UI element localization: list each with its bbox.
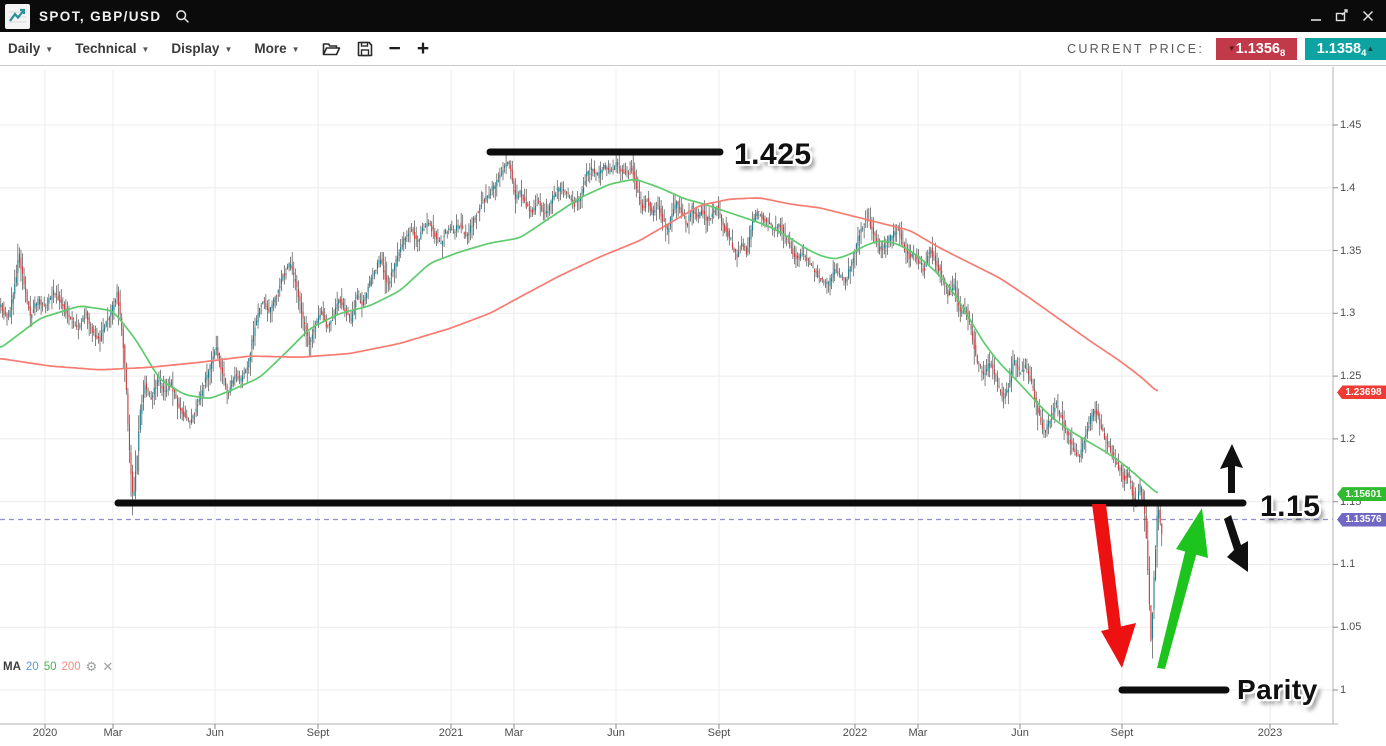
save-button[interactable] <box>357 41 373 57</box>
price-badge-ma200-last: 1.23698 <box>1337 385 1386 400</box>
time-tick-label: Sept <box>306 727 330 739</box>
price-tick-label: 1.1 <box>1340 558 1356 571</box>
time-tick-label: Mar <box>908 727 928 739</box>
annotation-support-label: 1.15 <box>1260 490 1321 523</box>
price-badge-ma50-last: 1.15601 <box>1337 487 1386 502</box>
ma-legend-label: MA <box>3 661 21 673</box>
chart-canvas[interactable] <box>0 66 1386 746</box>
price-tick-label: 1.35 <box>1340 244 1362 257</box>
ma-period-20: 20 <box>25 661 39 673</box>
zoom-in-button[interactable]: + <box>416 36 430 60</box>
window-title: SPOT, GBP/USD <box>39 8 162 24</box>
time-tick-label: Mar <box>504 727 524 739</box>
chevron-down-icon: ▼ <box>224 45 233 54</box>
ask-price-value: 1.1358 <box>1316 40 1362 57</box>
menu-display[interactable]: Display ▼ <box>171 41 232 56</box>
menu-technical-label: Technical <box>75 41 137 56</box>
menu-display-label: Display <box>171 41 220 56</box>
window-controls <box>1308 8 1386 24</box>
title-bar: SPOT, GBP/USD <box>0 0 1386 32</box>
zoom-out-button[interactable]: − <box>388 36 401 60</box>
search-icon[interactable] <box>175 9 190 24</box>
time-tick-label: Jun <box>1011 727 1029 739</box>
popout-button[interactable] <box>1334 8 1350 24</box>
bid-price-pip: 8 <box>1279 47 1286 59</box>
time-tick-label: Jun <box>607 727 625 739</box>
toolbar: Daily ▼ Technical ▼ Display ▼ More ▼ <box>0 32 1386 66</box>
chart-area[interactable]: 1.425 1.15 Parity 1.45 1.4 1.35 1.3 1.25 1.2 1… <box>0 66 1386 746</box>
price-tick-label: 1.4 <box>1340 181 1356 194</box>
time-tick-label: Mar <box>103 727 123 739</box>
price-tick-label: 1.25 <box>1340 370 1362 383</box>
time-tick-label: 2022 <box>842 727 868 739</box>
time-tick-label: 2021 <box>438 727 464 739</box>
time-tick-label: Sept <box>1110 727 1134 739</box>
remove-indicator-icon[interactable]: ✕ <box>102 659 114 674</box>
price-badge-current-price: 1.13576 <box>1337 512 1386 527</box>
time-tick-label: 2023 <box>1257 727 1283 739</box>
app-logo-icon <box>5 3 30 29</box>
ma-legend: MA 20 50 200 ⚙ ✕ <box>3 659 114 674</box>
price-tick-label: 1.05 <box>1340 621 1362 634</box>
close-button[interactable] <box>1360 8 1376 24</box>
chevron-down-icon: ▼ <box>45 45 54 54</box>
minimize-button[interactable] <box>1308 8 1324 24</box>
gear-icon[interactable]: ⚙ <box>85 659 98 674</box>
bid-price-badge: ▼ 1.1356 8 <box>1216 37 1297 60</box>
time-tick-label: Jun <box>206 727 224 739</box>
ma-period-200: 200 <box>61 661 81 673</box>
price-tick-label: 1.2 <box>1340 432 1356 445</box>
chevron-down-icon: ▼ <box>291 45 300 54</box>
menu-daily-label: Daily <box>8 41 41 56</box>
up-arrow-icon: ▲ <box>1366 44 1375 53</box>
chevron-down-icon: ▼ <box>141 45 150 54</box>
annotation-resistance-label: 1.425 <box>734 138 812 171</box>
time-tick-label: Sept <box>707 727 731 739</box>
open-file-button[interactable] <box>322 41 341 57</box>
menu-more[interactable]: More ▼ <box>254 41 299 56</box>
annotation-parity-label: Parity <box>1237 674 1318 705</box>
current-price-label: CURRENT PRICE: <box>1067 41 1204 56</box>
bid-price-value: 1.1356 <box>1235 40 1280 57</box>
time-tick-label: 2020 <box>32 727 58 739</box>
menu-technical[interactable]: Technical ▼ <box>75 41 149 56</box>
down-arrow-icon: ▼ <box>1227 44 1236 53</box>
price-tick-label: 1.3 <box>1340 307 1356 320</box>
ma-period-50: 50 <box>43 661 57 673</box>
price-tick-label: 1.45 <box>1340 118 1362 131</box>
ask-price-pip: 4 <box>1361 47 1367 59</box>
menu-more-label: More <box>254 41 287 56</box>
price-tick-label: 1 <box>1340 684 1347 696</box>
menu-daily[interactable]: Daily ▼ <box>8 41 53 56</box>
ask-price-badge: 1.1358 4 ▲ <box>1305 37 1386 60</box>
